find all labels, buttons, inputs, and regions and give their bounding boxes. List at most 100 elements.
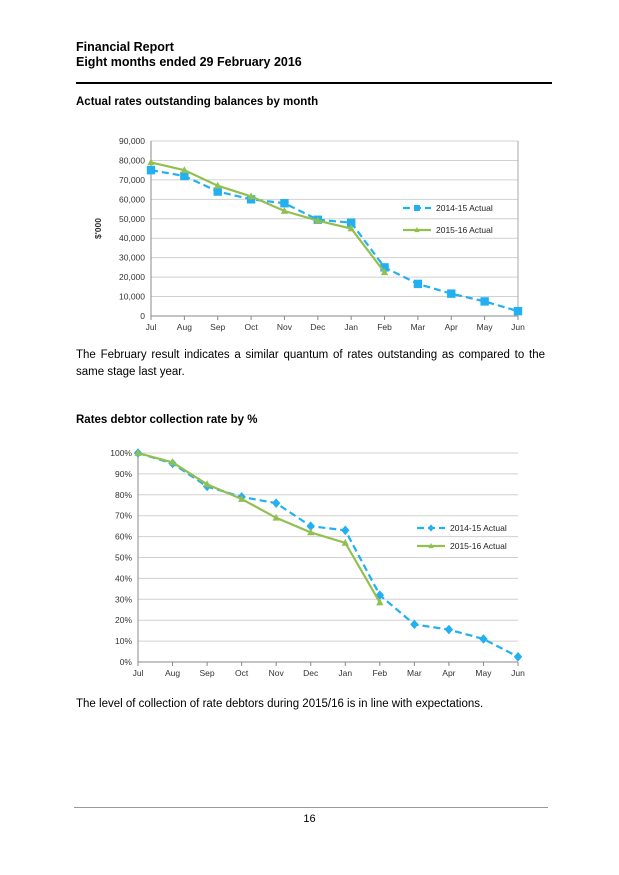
c2-point-2014-15 <box>479 634 488 644</box>
section1-title: Actual rates outstanding balances by mon… <box>76 96 319 108</box>
c2-legend-marker-2014-15 <box>428 524 434 532</box>
c1-y-tick-label: 40,000 <box>119 233 145 243</box>
c1-x-tick-label: Feb <box>377 322 392 332</box>
c2-point-2014-15 <box>306 521 315 531</box>
c2-legend-marker-2015-16 <box>428 542 434 549</box>
c1-point-2014-15 <box>447 289 456 298</box>
c1-y-tick-label: 60,000 <box>119 194 145 204</box>
c1-y-tick-label: 10,000 <box>119 292 145 302</box>
c2-x-tick-label: Sep <box>200 668 215 678</box>
c1-point-2014-15 <box>280 199 289 208</box>
c2-point-2015-16 <box>238 494 246 502</box>
c1-y-axis-label: $'000 <box>93 218 103 239</box>
c2-point-2015-16 <box>134 448 142 456</box>
c2-point-2015-16 <box>168 458 177 466</box>
c1-point-2015-16 <box>247 192 255 200</box>
collection-rate-chart: 0% 10% 20% 30% 40% 50% 60% 70% 80% 90% 100% Jul Aug S… <box>0 440 619 685</box>
c1-point-2015-16 <box>380 268 389 276</box>
c2-x-tick-label: Feb <box>372 668 387 678</box>
c2-point-2014-15 <box>271 498 281 508</box>
c2-point-2014-15 <box>410 619 419 630</box>
c2-legend-label-2015-16: 2015-16 Actual <box>450 541 507 551</box>
c1-legend-marker-2014-15 <box>414 205 420 211</box>
c2-x-tick-label: Apr <box>442 668 455 678</box>
c2-y-tick-label: 40% <box>115 573 132 583</box>
c1-point-2015-16 <box>314 216 322 224</box>
c2-series-line-2014-15 <box>137 451 519 658</box>
c1-x-tick-label: Nov <box>277 322 293 332</box>
c1-y-tick-label: 50,000 <box>119 214 145 224</box>
c2-x-tick-label: Jan <box>338 668 352 678</box>
c2-x-tick-label: May <box>475 668 492 678</box>
report-title: Financial Report <box>76 40 174 54</box>
c1-point-2014-15 <box>413 279 423 289</box>
c1-point-2014-15 <box>513 306 523 316</box>
c2-y-tick-label: 10% <box>115 636 132 646</box>
c1-x-tick-label: Mar <box>411 322 426 332</box>
c1-point-2014-15 <box>480 297 489 306</box>
section1-paragraph: The February result indicates a similar … <box>76 349 545 378</box>
c2-legend-label-2014-15: 2014-15 Actual <box>450 523 507 533</box>
c1-series-line-2015-16 <box>150 161 386 273</box>
c1-point-2014-15 <box>213 187 222 196</box>
c2-point-2014-15 <box>444 624 454 635</box>
report-header: Financial Report Eight months ended 29 F… <box>76 40 302 70</box>
c2-y-tick-label: 80% <box>115 490 132 500</box>
c2-point-2015-16 <box>341 538 349 546</box>
c2-x-tick-label: Nov <box>269 668 285 678</box>
c1-point-2015-16 <box>214 181 222 189</box>
c2-x-tick-label: Dec <box>303 668 319 678</box>
c1-x-tick-label: Aug <box>177 322 192 332</box>
c1-point-2015-16 <box>347 224 355 232</box>
c1-series-line-2014-15 <box>150 169 519 313</box>
outstanding-balances-chart: 0 10,000 20,000 30,000 40,000 50,000 60,000 70,… <box>0 125 619 340</box>
c2-point-2014-15 <box>341 525 350 536</box>
c2-y-tick-label: 70% <box>115 511 132 521</box>
c2-point-2014-15 <box>513 651 523 662</box>
c1-y-tick-label: 90,000 <box>119 136 145 146</box>
c1-x-tick-label: Apr <box>445 322 458 332</box>
section2-title: Rates debtor collection rate by % <box>76 414 258 426</box>
c1-point-2014-15 <box>180 171 189 181</box>
collection-rate-chart-svg: 0% 10% 20% 30% 40% 50% 60% 70% 80% 90% 100% Jul Aug S… <box>110 448 525 678</box>
c1-legend-marker-2015-16 <box>414 226 420 233</box>
report-period: Eight months ended 29 February 2016 <box>76 55 302 69</box>
c2-y-tick-label: 90% <box>115 469 132 479</box>
c1-point-2015-16 <box>180 166 188 174</box>
c2-point-2015-16 <box>307 528 315 536</box>
c2-series-line-2015-16 <box>137 451 381 603</box>
c1-y-tick-label: 0 <box>140 311 145 321</box>
c1-x-tick-label: Jan <box>344 322 358 332</box>
c2-y-tick-label: 0% <box>120 657 133 667</box>
c1-point-2014-15 <box>146 165 156 175</box>
c1-x-tick-label: Jul <box>146 322 157 332</box>
c2-x-tick-label: Aug <box>165 668 180 678</box>
c1-x-tick-label: Jun <box>511 322 525 332</box>
c1-y-tick-label: 20,000 <box>119 272 145 282</box>
c1-x-tick-label: May <box>477 322 494 332</box>
c2-point-2015-16 <box>203 480 211 488</box>
c2-x-tick-label: Oct <box>235 668 249 678</box>
page-number: 16 <box>303 813 316 825</box>
c1-point-2015-16 <box>147 158 155 166</box>
c1-x-tick-label: Sep <box>210 322 225 332</box>
c2-x-tick-label: Jun <box>511 668 525 678</box>
outstanding-balances-chart-svg: 0 10,000 20,000 30,000 40,000 50,000 60,000 70,… <box>93 136 525 332</box>
footer-rule <box>74 807 548 808</box>
c2-y-tick-label: 100% <box>110 448 132 458</box>
c2-y-tick-label: 30% <box>115 594 132 604</box>
c1-point-2014-15 <box>246 195 256 204</box>
c2-y-tick-label: 60% <box>115 532 132 542</box>
c2-x-tick-label: Jul <box>133 668 144 678</box>
c1-x-tick-label: Dec <box>310 322 326 332</box>
c1-y-tick-label: 70,000 <box>119 175 145 185</box>
c1-y-tick-label: 30,000 <box>119 253 145 263</box>
c2-y-tick-label: 50% <box>115 553 132 563</box>
c1-x-tick-label: Oct <box>244 322 258 332</box>
c2-point-2015-16 <box>376 598 384 606</box>
c2-y-tick-label: 20% <box>115 615 132 625</box>
c1-point-2014-15 <box>346 218 356 227</box>
c2-point-2015-16 <box>272 513 280 521</box>
section2-paragraph: The level of collection of rate debtors … <box>76 698 484 710</box>
c1-legend-label-2014-15: 2014-15 Actual <box>436 203 493 213</box>
